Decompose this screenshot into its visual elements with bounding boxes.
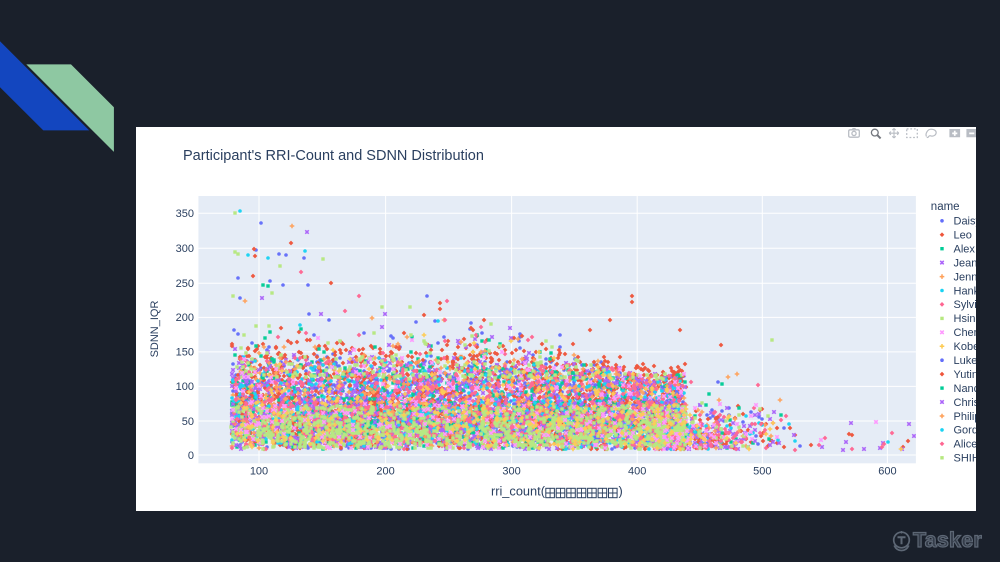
svg-text:0: 0 xyxy=(188,450,194,462)
svg-text:Philip: Philip xyxy=(954,411,977,423)
svg-text:Jean: Jean xyxy=(954,257,977,269)
svg-text:name: name xyxy=(931,201,960,213)
svg-text:Hank: Hank xyxy=(954,285,977,297)
svg-text:Jenny: Jenny xyxy=(954,271,977,283)
svg-text:Participant's RRI-Count and SD: Participant's RRI-Count and SDNN Distrib… xyxy=(183,148,484,164)
svg-text:Kobe: Kobe xyxy=(954,341,977,353)
svg-text:200: 200 xyxy=(376,466,394,478)
svg-text:Hsin: Hsin xyxy=(954,313,976,325)
svg-text:SDNN_IQR: SDNN_IQR xyxy=(149,301,161,358)
svg-text:Gordon: Gordon xyxy=(954,425,977,437)
svg-text:rri_count(: rri_count( xyxy=(491,484,546,499)
svg-text:Yuting: Yuting xyxy=(954,369,977,381)
svg-text:600: 600 xyxy=(878,466,896,478)
svg-text:50: 50 xyxy=(182,416,194,428)
svg-text:500: 500 xyxy=(753,466,771,478)
svg-text:Luke: Luke xyxy=(954,355,977,367)
svg-text:Daisy: Daisy xyxy=(954,216,977,228)
svg-text:SHIH: SHIH xyxy=(954,453,977,465)
svg-text:300: 300 xyxy=(176,243,194,255)
svg-text:100: 100 xyxy=(176,381,194,393)
svg-text:400: 400 xyxy=(628,466,646,478)
svg-text:Chris: Chris xyxy=(954,397,977,409)
svg-text:Leo: Leo xyxy=(954,230,972,242)
svg-text:250: 250 xyxy=(176,278,194,290)
svg-text:): ) xyxy=(619,484,623,499)
svg-text:350: 350 xyxy=(176,208,194,220)
svg-text:100: 100 xyxy=(250,466,268,478)
svg-text:Alex: Alex xyxy=(954,244,976,256)
svg-text:200: 200 xyxy=(176,312,194,324)
svg-text:Nancy: Nancy xyxy=(954,383,977,395)
svg-text:150: 150 xyxy=(176,347,194,359)
svg-text:300: 300 xyxy=(502,466,520,478)
svg-text:Sylvia: Sylvia xyxy=(954,299,977,311)
svg-text:Alice: Alice xyxy=(954,439,977,451)
svg-text:Cheng: Cheng xyxy=(954,327,977,339)
